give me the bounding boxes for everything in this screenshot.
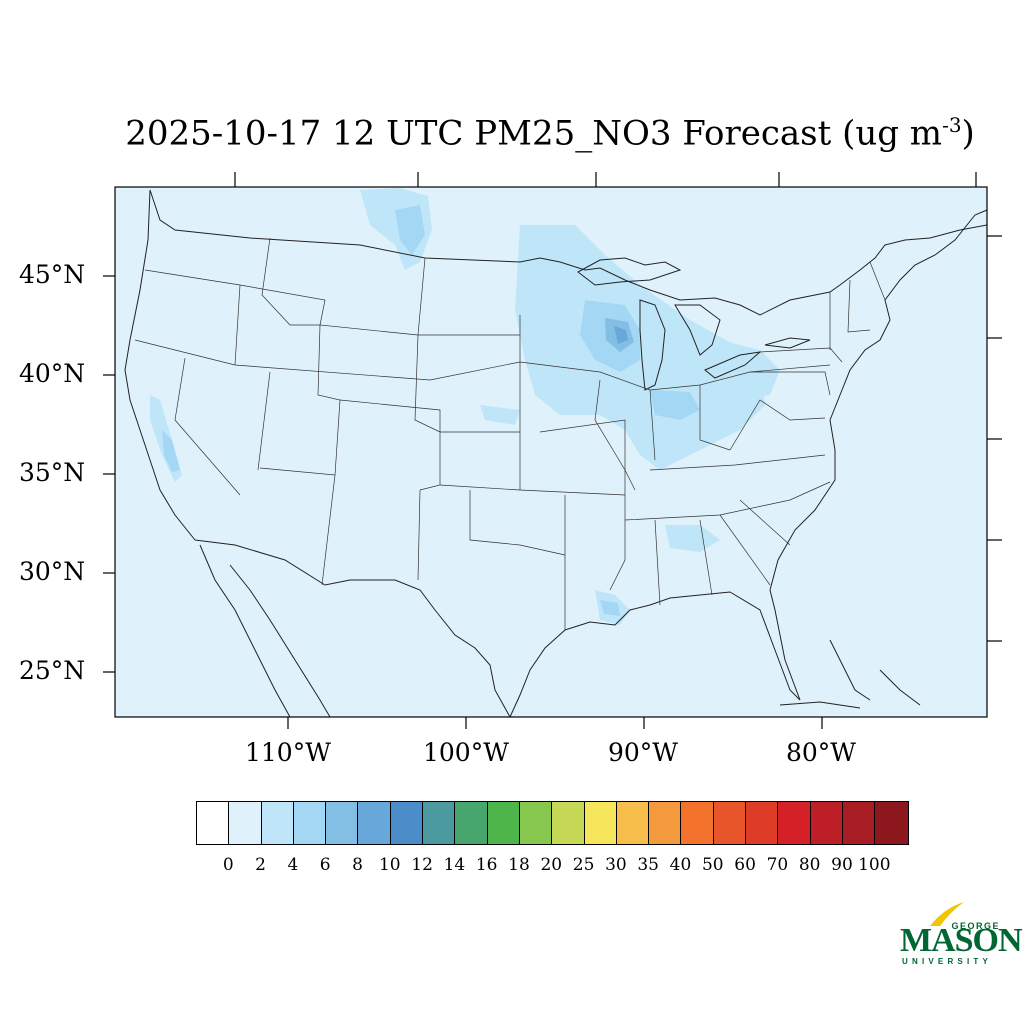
colorbar-label: 60 xyxy=(734,855,756,875)
logo-mason: MASON xyxy=(900,922,1023,959)
california-core xyxy=(162,430,180,472)
lat-label-25: 25°N xyxy=(19,656,86,685)
colorbar-label: 10 xyxy=(378,855,401,875)
colorbar-swatch xyxy=(519,802,553,844)
baja-coastline xyxy=(199,544,291,718)
florida-keys xyxy=(829,639,871,701)
colorbar-swatch xyxy=(649,802,682,844)
colorbar-swatch xyxy=(584,802,617,844)
colorbar-label: 2 xyxy=(255,855,267,875)
indiana-core xyxy=(650,390,700,420)
lat-label-40: 40°N xyxy=(19,359,86,388)
colorbar-swatch xyxy=(261,802,294,844)
cuba-coast xyxy=(779,701,861,709)
lake-superior xyxy=(577,257,682,286)
colorbar-swatch xyxy=(455,802,488,844)
colorbar-swatch xyxy=(326,802,359,844)
state-boundaries xyxy=(134,237,886,630)
bahamas xyxy=(879,669,921,706)
colorbar-swatch xyxy=(358,802,391,844)
us-canada-border xyxy=(149,189,988,316)
colorbar-label: 20 xyxy=(540,855,563,875)
colorbar-swatch xyxy=(390,802,424,844)
lon-label-80: 80°W xyxy=(786,738,857,767)
country-boundaries xyxy=(124,189,988,718)
logo-george: GEORGE xyxy=(951,921,1000,931)
wisconsin-max xyxy=(614,326,628,344)
mexico-mainland-coast xyxy=(229,564,331,718)
colorbar-swatch xyxy=(552,802,585,844)
lake-erie xyxy=(704,351,762,379)
colorbar-label: 12 xyxy=(411,855,433,875)
great-lakes xyxy=(577,257,811,391)
dakota-core xyxy=(395,205,425,255)
colorbar-label: 35 xyxy=(637,855,660,875)
colorbar-label: 16 xyxy=(475,855,498,875)
colorbar-swatch xyxy=(616,802,650,844)
colorbar-swatch xyxy=(842,802,876,844)
colorbar-label: 50 xyxy=(701,855,724,875)
concentration-overlay-max xyxy=(614,326,628,344)
colorbar-label: 30 xyxy=(605,855,627,875)
colorbar-label: 0 xyxy=(222,855,234,875)
lon-label-110: 110°W xyxy=(245,738,331,767)
colorbar-swatch xyxy=(423,802,456,844)
colorbar-swatch xyxy=(778,802,811,844)
colorbar-label: 18 xyxy=(508,855,530,875)
map-title-close: ) xyxy=(961,113,975,154)
colorbar-swatch xyxy=(810,802,843,844)
logo-university: UNIVERSITY xyxy=(902,957,993,966)
colorbar-label: 80 xyxy=(798,855,821,875)
southeast-plume xyxy=(665,525,720,552)
colorbar-swatch xyxy=(197,802,230,844)
colorbar-label: 90 xyxy=(831,855,853,875)
plains-streak xyxy=(480,405,520,425)
colorbar-swatch xyxy=(293,802,327,844)
west-coastline xyxy=(124,189,196,541)
colorbar-swatch xyxy=(875,802,908,844)
colorbar-swatch xyxy=(681,802,714,844)
logo-swoosh-icon xyxy=(930,902,964,926)
map-title: 2025-10-17 12 UTC PM25_NO3 Forecast (ug … xyxy=(0,113,1024,153)
colorbar-label: 4 xyxy=(287,855,299,875)
concentration-overlay-mid xyxy=(162,205,700,616)
colorbar-label: 8 xyxy=(352,855,363,875)
lat-label-30: 30°N xyxy=(19,557,86,586)
colorbar-swatch xyxy=(713,802,747,844)
colorbar-label: 25 xyxy=(572,855,595,875)
lat-label-35: 35°N xyxy=(19,458,86,487)
lon-label-90: 90°W xyxy=(608,738,679,767)
colorbar-label: 6 xyxy=(319,855,331,875)
colorbar-swatch xyxy=(229,802,262,844)
lake-huron xyxy=(674,304,721,356)
map-title-unit-exponent: -3 xyxy=(942,113,962,137)
colorbar xyxy=(196,801,909,845)
lat-label-45: 45°N xyxy=(19,260,86,289)
lake-michigan xyxy=(639,299,666,391)
great-lakes-plume xyxy=(690,340,780,400)
colorbar-label: 70 xyxy=(766,855,789,875)
gulf-coastline xyxy=(509,589,801,718)
lake-ontario xyxy=(764,337,811,349)
colorbar-label: 14 xyxy=(443,855,466,875)
map-title-text: 2025-10-17 12 UTC PM25_NO3 Forecast (ug … xyxy=(125,113,943,154)
colorbar-label: 100 xyxy=(858,855,891,875)
gulf-core xyxy=(600,600,620,616)
colorbar-swatch xyxy=(746,802,779,844)
east-coastline xyxy=(769,209,988,591)
colorbar-label: 40 xyxy=(669,855,692,875)
colorbar-swatch xyxy=(487,802,520,844)
us-mexico-border xyxy=(194,539,511,718)
map-frame xyxy=(114,186,988,718)
lon-label-100: 100°W xyxy=(423,738,509,767)
gmu-logo: GEORGE MASON UNIVERSITY xyxy=(898,900,1023,970)
axis-ticks xyxy=(103,172,1002,729)
